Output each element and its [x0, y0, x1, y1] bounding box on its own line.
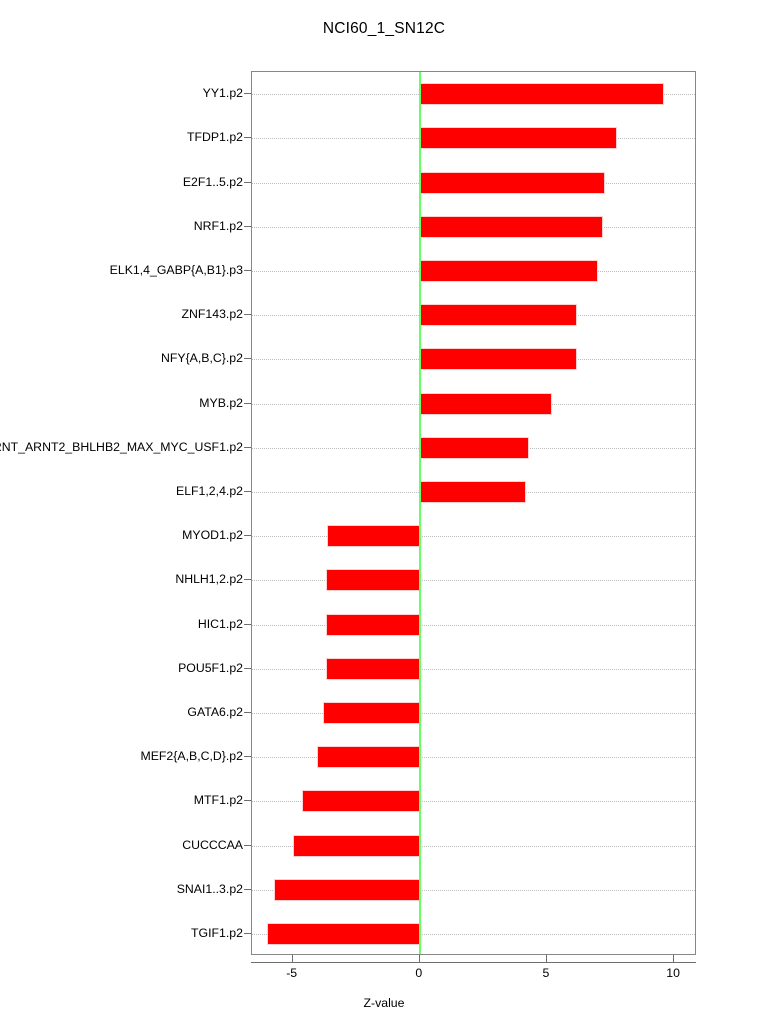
y-axis-tick-mark: [244, 446, 251, 448]
y-axis-tick-label: MYOD1.p2: [182, 528, 243, 543]
y-axis-tick-mark: [244, 137, 251, 139]
y-axis-tick-mark: [244, 225, 251, 227]
bar: [266, 922, 420, 945]
y-axis-labels: YY1.p2 TFDP1.p2 E2F1..5.p2 NRF1.p2 ELK1,4_GA…: [0, 0, 243, 1028]
y-axis-tick-label: ELK1,4_GABP{A,B1}.p3: [109, 262, 243, 277]
gridline: [252, 624, 695, 626]
bar: [327, 525, 420, 548]
bar: [325, 657, 420, 680]
y-axis-tick-label: NRF1.p2: [193, 218, 243, 233]
y-axis-tick-mark: [244, 800, 251, 802]
gridline: [252, 712, 695, 714]
y-axis-tick-mark: [244, 667, 251, 669]
bar: [274, 878, 420, 901]
x-axis-tick-mark: [545, 955, 547, 963]
chart-title: NCI60_1_SN12C: [322, 20, 446, 37]
x-axis-tick-label: 0: [415, 966, 423, 980]
y-axis-tick-mark: [244, 579, 251, 581]
y-axis-tick-mark: [244, 932, 251, 934]
y-axis-tick-label: SNAI1..3.p2: [176, 881, 243, 896]
gridline: [252, 757, 695, 759]
y-axis-tick-mark: [244, 93, 251, 95]
gridline: [252, 889, 695, 891]
bar: [419, 436, 529, 459]
y-axis-tick-label: MEF2{A,B,C,D}.p2: [140, 749, 243, 764]
gridline: [252, 845, 695, 847]
y-axis-tick-mark: [244, 844, 251, 846]
x-axis-tick-label: 5: [542, 966, 550, 980]
bar: [302, 790, 420, 813]
bar: [419, 83, 665, 106]
gridline: [252, 536, 695, 538]
gridline: [252, 668, 695, 670]
x-axis-tick-mark: [418, 955, 420, 963]
bar: [419, 259, 598, 282]
bar: [419, 215, 604, 238]
y-axis-tick-label: NFY{A,B,C}.p2: [160, 351, 243, 366]
y-axis-tick-label: NHLH1,2.p2: [175, 572, 243, 587]
y-axis-tick-label: TGIF1.p2: [191, 925, 243, 940]
y-axis-tick-mark: [244, 535, 251, 537]
gridline: [252, 933, 695, 935]
x-axis-tick-label: -5: [286, 966, 298, 980]
y-axis-tick-label: E2F1..5.p2: [182, 174, 243, 189]
y-axis-tick-label: POU5F1.p2: [178, 660, 243, 675]
x-axis-tick-mark: [291, 955, 293, 963]
y-axis-tick-mark: [244, 888, 251, 890]
bar: [292, 834, 420, 857]
bar: [419, 304, 578, 327]
y-axis-tick-mark: [244, 181, 251, 183]
bar: [419, 127, 618, 150]
y-axis-tick-mark: [244, 269, 251, 271]
y-axis-tick-label: HIC1.p2: [197, 616, 243, 631]
bar: [419, 392, 552, 415]
zero-reference-line: [418, 72, 421, 954]
bar: [419, 171, 605, 194]
bar: [419, 348, 577, 371]
y-axis-tick-label: GATA6.p2: [187, 704, 243, 719]
x-axis-line: [251, 962, 696, 963]
y-axis-tick-label: ARNT_ARNT2_BHLHB2_MAX_MYC_USF1.p2: [0, 439, 243, 454]
x-axis-title: Z-value: [363, 996, 405, 1010]
bar: [325, 569, 420, 592]
bar: [316, 746, 420, 769]
bar: [419, 480, 527, 503]
y-axis-tick-label: CUCCCAA: [182, 837, 243, 852]
y-axis-tick-mark: [244, 623, 251, 625]
x-axis-tick-mark: [673, 955, 675, 963]
y-axis-tick-label: MYB.p2: [199, 395, 243, 410]
plot-area: [251, 71, 696, 955]
y-axis-tick-label: ZNF143.p2: [181, 307, 243, 322]
bar: [325, 613, 420, 636]
y-axis-tick-label: ELF1,2,4.p2: [176, 483, 243, 498]
y-axis-tick-label: TFDP1.p2: [186, 130, 243, 145]
y-axis-tick-mark: [244, 314, 251, 316]
y-axis-tick-mark: [244, 756, 251, 758]
y-axis-tick-mark: [244, 402, 251, 404]
y-axis-tick-label: YY1.p2: [202, 86, 243, 101]
y-axis-tick-mark: [244, 358, 251, 360]
y-axis-tick-label: MTF1.p2: [193, 793, 243, 808]
gridline: [252, 801, 695, 803]
x-axis-tick-label: 10: [666, 966, 680, 980]
bar: [323, 701, 420, 724]
y-axis-tick-mark: [244, 490, 251, 492]
gridline: [252, 580, 695, 582]
y-axis-tick-mark: [244, 711, 251, 713]
